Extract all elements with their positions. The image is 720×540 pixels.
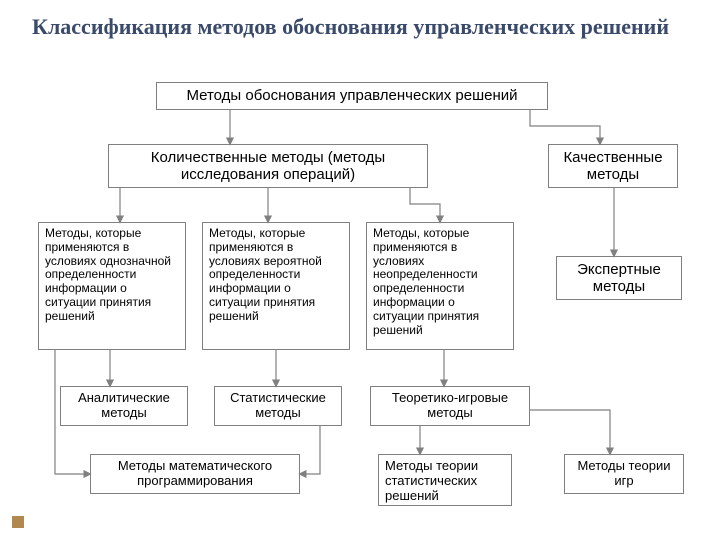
node-gametheory: Методы теории игр bbox=[564, 454, 684, 494]
node-m1: Методы, которые применяются в условиях о… bbox=[38, 222, 186, 350]
node-qual: Качественные методы bbox=[548, 144, 678, 188]
node-game: Теоретико-игровые методы bbox=[370, 386, 530, 426]
accent-square bbox=[12, 516, 24, 528]
node-quant: Количественные методы (методы исследован… bbox=[108, 144, 428, 188]
node-root: Методы обоснования управленческих решени… bbox=[156, 82, 548, 110]
node-m2: Методы, которые применяются в условиях в… bbox=[202, 222, 350, 350]
node-stat: Статистические методы bbox=[214, 386, 342, 426]
page-title: Классификация методов обоснования управл… bbox=[32, 14, 692, 40]
node-expert: Экспертные методы bbox=[556, 256, 682, 300]
node-analytic: Аналитические методы bbox=[60, 386, 188, 426]
node-m3: Методы, которые применяются в условиях н… bbox=[366, 222, 514, 350]
node-mathprog: Методы математического программирования bbox=[90, 454, 300, 494]
node-statdec: Методы теории статистических решений bbox=[378, 454, 512, 506]
